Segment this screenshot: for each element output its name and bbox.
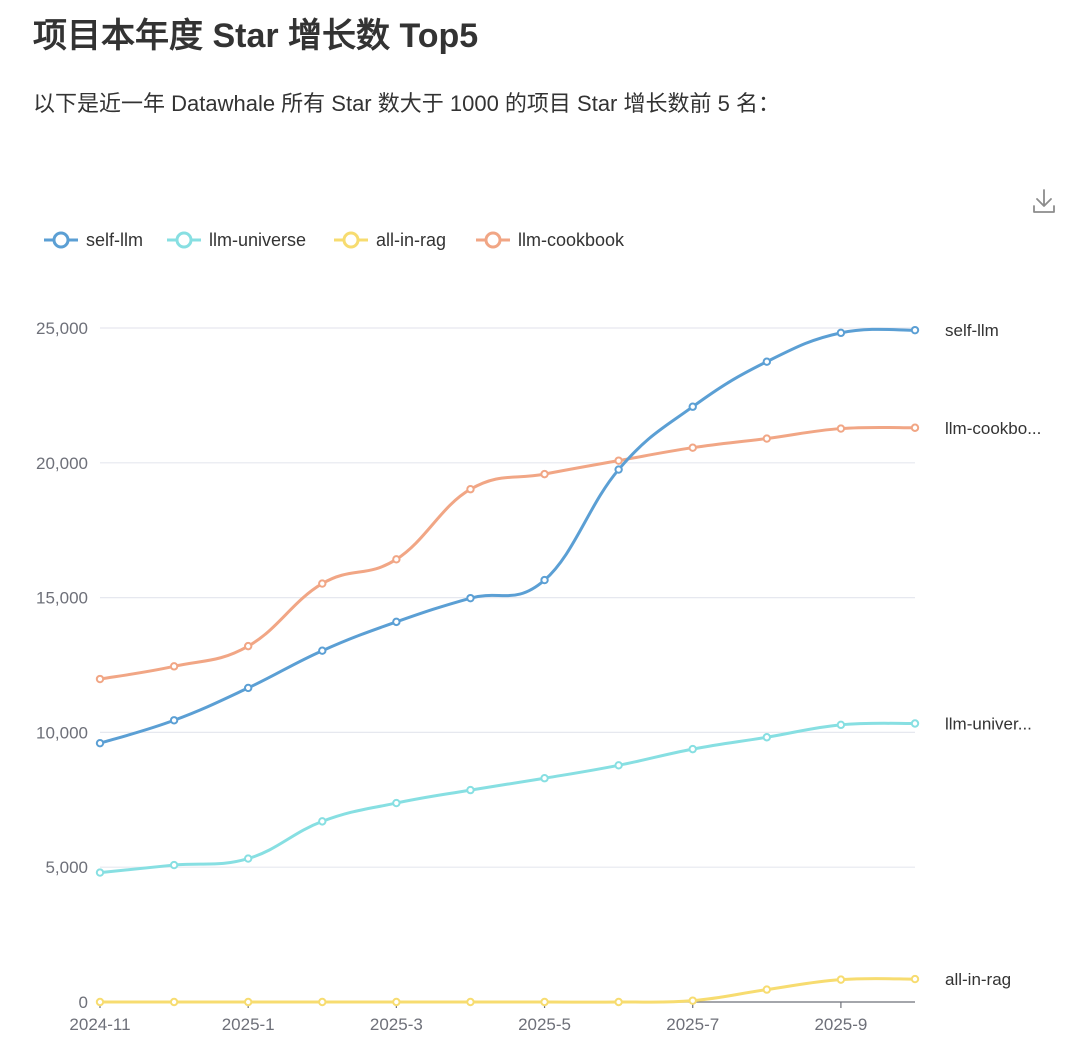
series-llm-universe: [95, 719, 920, 877]
data-point[interactable]: [614, 997, 623, 1007]
data-point[interactable]: [762, 733, 772, 742]
x-tick-label: 2025-7: [666, 1015, 719, 1034]
data-point[interactable]: [95, 997, 105, 1007]
data-point[interactable]: [466, 785, 475, 795]
data-point[interactable]: [762, 985, 772, 994]
data-point[interactable]: [243, 641, 253, 651]
data-point[interactable]: [614, 456, 623, 465]
x-tick-label: 2024-11: [69, 1015, 130, 1034]
legend-marker-icon: [175, 231, 193, 249]
data-point[interactable]: [392, 617, 401, 627]
series-llm-cookbook: [95, 423, 920, 684]
y-tick-label: 5,000: [45, 858, 88, 877]
data-point[interactable]: [836, 720, 846, 730]
data-point[interactable]: [540, 997, 549, 1007]
data-point[interactable]: [169, 662, 179, 671]
series-all-in-rag: [95, 974, 920, 1007]
data-point[interactable]: [614, 761, 623, 770]
series-line: [99, 425, 916, 681]
series-line: [99, 721, 916, 875]
series-line: [99, 327, 916, 745]
legend-label: all-in-rag: [376, 230, 446, 250]
page-title: 项目本年度 Star 增长数 Top5: [33, 17, 479, 55]
end-label-self-llm: self-llm: [945, 321, 999, 340]
y-tick-label: 10,000: [36, 723, 88, 742]
series-self-llm: [95, 325, 920, 748]
data-point[interactable]: [466, 485, 475, 494]
data-point[interactable]: [836, 424, 846, 433]
data-point[interactable]: [540, 774, 549, 783]
axes: 0 5,000 10,000 15,000 20,000 25,000 2024-11 202…: [36, 319, 915, 1034]
data-point[interactable]: [169, 997, 179, 1007]
download-icon[interactable]: [1028, 184, 1060, 218]
legend-label: self-llm: [86, 230, 143, 250]
end-label-llm-universe: llm-univer...: [945, 715, 1032, 734]
x-tick-label: 2025-5: [518, 1015, 571, 1034]
legend-label: llm-universe: [209, 230, 306, 250]
series-line: [99, 977, 916, 1004]
data-point[interactable]: [318, 817, 327, 826]
legend-label: llm-cookbook: [518, 230, 625, 250]
data-point[interactable]: [318, 646, 327, 655]
data-point[interactable]: [95, 674, 105, 684]
y-tick-label: 15,000: [36, 589, 88, 608]
legend-marker-icon: [342, 231, 360, 249]
legend-item-llm-universe[interactable]: llm-universe: [167, 230, 306, 250]
legend-item-self-llm[interactable]: self-llm: [44, 230, 143, 250]
x-tick-label: 2025-1: [222, 1015, 275, 1034]
series-layer: [95, 325, 920, 1007]
data-point[interactable]: [466, 997, 475, 1007]
data-point[interactable]: [95, 868, 105, 877]
data-point[interactable]: [392, 997, 401, 1007]
data-point[interactable]: [762, 357, 772, 366]
data-point[interactable]: [95, 738, 105, 748]
y-tick-label: 0: [79, 993, 88, 1012]
data-point[interactable]: [762, 434, 772, 443]
end-labels: all-in-rag llm-univer... llm-cookbo... self…: [945, 321, 1041, 989]
page-description: 以下是近一年 Datawhale 所有 Star 数大于 1000 的项目 St…: [33, 91, 780, 116]
x-tick-label: 2025-9: [814, 1015, 867, 1034]
legend-item-llm-cookbook[interactable]: llm-cookbook: [476, 230, 625, 250]
data-point[interactable]: [688, 744, 697, 754]
y-tick-label: 20,000: [36, 454, 88, 473]
data-point[interactable]: [392, 555, 401, 564]
data-point[interactable]: [836, 328, 846, 338]
data-point[interactable]: [910, 974, 920, 984]
grid-lines: [100, 327, 915, 868]
data-point[interactable]: [392, 798, 401, 808]
data-point[interactable]: [910, 423, 920, 432]
legend-marker-icon: [52, 231, 70, 249]
data-point[interactable]: [243, 683, 253, 693]
end-label-llm-cookbook: llm-cookbo...: [945, 419, 1041, 438]
data-point[interactable]: [169, 860, 179, 870]
data-point[interactable]: [688, 443, 697, 452]
data-point[interactable]: [318, 997, 327, 1007]
data-point[interactable]: [243, 854, 253, 863]
y-tick-label: 25,000: [36, 319, 88, 338]
legend-item-all-in-rag[interactable]: all-in-rag: [334, 230, 446, 250]
data-point[interactable]: [910, 719, 920, 728]
data-point[interactable]: [318, 579, 327, 588]
data-point[interactable]: [688, 996, 697, 1005]
data-point[interactable]: [836, 975, 846, 984]
data-point[interactable]: [169, 716, 179, 725]
legend-marker-icon: [484, 231, 502, 249]
data-point[interactable]: [466, 593, 475, 603]
data-point[interactable]: [540, 575, 549, 585]
data-point[interactable]: [540, 469, 549, 479]
x-tick-label: 2025-3: [370, 1015, 423, 1034]
data-point[interactable]: [688, 402, 697, 411]
data-point[interactable]: [614, 465, 623, 474]
legend: self-llm llm-universe all-in-rag llm-cookbo…: [44, 230, 625, 250]
data-point[interactable]: [243, 997, 253, 1007]
end-label-all-in-rag: all-in-rag: [945, 970, 1011, 989]
data-point[interactable]: [910, 325, 920, 335]
